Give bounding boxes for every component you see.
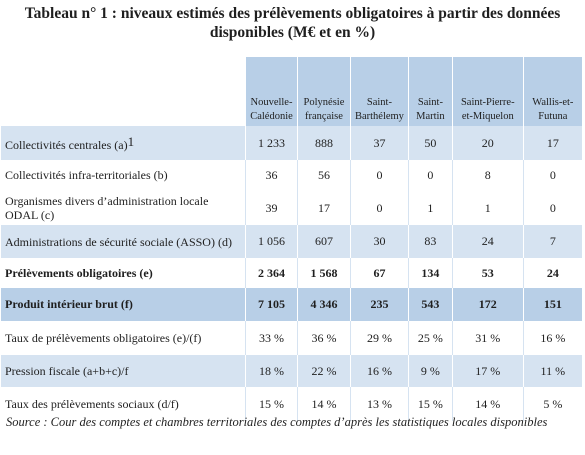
cell: 134 <box>407 258 453 288</box>
cell: 24 <box>451 225 524 258</box>
cell: 22 % <box>296 355 351 387</box>
cell: 37 <box>349 126 409 160</box>
cell: 16 % <box>522 321 582 355</box>
table-row: Prélèvements obligatoires (e) 2 364 1 56… <box>1 258 582 288</box>
cell: 0 <box>522 191 582 225</box>
cell: 31 % <box>451 321 524 355</box>
cell: 50 <box>407 126 453 160</box>
table-row: Taux de prélèvements obligatoires (e)/(f… <box>1 321 582 355</box>
cell: 543 <box>407 288 453 321</box>
cell: 16 % <box>349 355 409 387</box>
row-label: Organismes divers d’administration local… <box>1 191 246 225</box>
data-table: Nouvelle-Calédonie Polynésie française S… <box>1 57 582 421</box>
cell: 9 % <box>407 355 453 387</box>
cell: 17 % <box>451 355 524 387</box>
col-header: Saint-Barthélemy <box>349 57 409 126</box>
cell: 15 % <box>245 387 298 421</box>
header-row: Nouvelle-Calédonie Polynésie française S… <box>1 57 582 126</box>
row-label: Produit intérieur brut (f) <box>1 288 246 321</box>
cell: 36 % <box>296 321 351 355</box>
cell: 13 % <box>349 387 409 421</box>
table-title: Tableau n° 1 : niveaux estimés des prélè… <box>24 5 561 41</box>
cell: 14 % <box>296 387 351 421</box>
cell: 1 <box>451 191 524 225</box>
cell: 33 % <box>245 321 298 355</box>
col-header: Saint-Martin <box>407 57 453 126</box>
cell: 607 <box>296 225 351 258</box>
cell: 7 <box>522 225 582 258</box>
cell: 0 <box>349 160 409 191</box>
cell: 36 <box>245 160 298 191</box>
cell: 56 <box>296 160 351 191</box>
cell: 17 <box>522 126 582 160</box>
cell: 0 <box>522 160 582 191</box>
cell: 888 <box>296 126 351 160</box>
cell: 2 364 <box>245 258 298 288</box>
col-header: Saint-Pierre-et-Miquelon <box>451 57 524 126</box>
cell: 0 <box>349 191 409 225</box>
cell: 172 <box>451 288 524 321</box>
cell: 0 <box>407 160 453 191</box>
cell: 18 % <box>245 355 298 387</box>
cell: 29 % <box>349 321 409 355</box>
cell: 4 346 <box>296 288 351 321</box>
cell: 235 <box>349 288 409 321</box>
cell: 15 % <box>407 387 453 421</box>
table-row: Pression fiscale (a+b+c)/f 18 % 22 % 16 … <box>1 355 582 387</box>
cell: 151 <box>522 288 582 321</box>
cell: 67 <box>349 258 409 288</box>
table-row: Taux des prélèvements sociaux (d/f) 15 %… <box>1 387 582 421</box>
cell: 17 <box>296 191 351 225</box>
row-label: Taux des prélèvements sociaux (d/f) <box>1 387 246 421</box>
table-row: Produit intérieur brut (f) 7 105 4 346 2… <box>1 288 582 321</box>
row-label: Administrations de sécurité sociale (ASS… <box>1 225 246 258</box>
cell: 5 % <box>522 387 582 421</box>
row-label: Taux de prélèvements obligatoires (e)/(f… <box>1 321 246 355</box>
cell: 39 <box>245 191 298 225</box>
col-header: Polynésie française <box>296 57 351 126</box>
source-note: Source : Cour des comptes et chambres te… <box>6 415 548 429</box>
cell: 53 <box>451 258 524 288</box>
cell: 30 <box>349 225 409 258</box>
col-header: Wallis-et-Futuna <box>522 57 582 126</box>
cell: 25 % <box>407 321 453 355</box>
cell: 7 105 <box>245 288 298 321</box>
footnote-marker: 1 <box>127 133 135 149</box>
cell: 8 <box>451 160 524 191</box>
cell: 20 <box>451 126 524 160</box>
table-row: Collectivités infra-territoriales (b) 36… <box>1 160 582 191</box>
table-row: Organismes divers d’administration local… <box>1 191 582 225</box>
row-label: Pression fiscale (a+b+c)/f <box>1 355 246 387</box>
cell: 1 056 <box>245 225 298 258</box>
cell: 83 <box>407 225 453 258</box>
table-row: Administrations de sécurité sociale (ASS… <box>1 225 582 258</box>
cell: 1 <box>407 191 453 225</box>
table-row: Collectivités centrales (a)1 1 233 888 3… <box>1 126 582 160</box>
cell: 14 % <box>451 387 524 421</box>
cell: 24 <box>522 258 582 288</box>
row-label: Collectivités centrales (a)1 <box>1 126 246 160</box>
row-label: Prélèvements obligatoires (e) <box>1 258 246 288</box>
cell: 11 % <box>522 355 582 387</box>
row-label: Collectivités infra-territoriales (b) <box>1 160 246 191</box>
col-header: Nouvelle-Calédonie <box>245 57 298 126</box>
cell: 1 233 <box>245 126 298 160</box>
header-corner <box>1 57 246 126</box>
cell: 1 568 <box>296 258 351 288</box>
